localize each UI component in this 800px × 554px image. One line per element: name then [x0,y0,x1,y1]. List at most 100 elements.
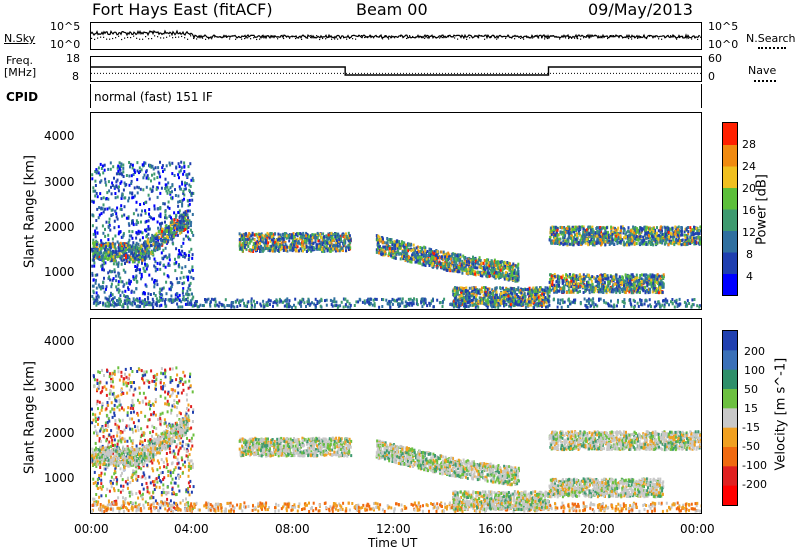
echo-cell [648,298,651,302]
echo-cell [184,210,187,214]
echo-cell [474,286,477,290]
echo-cell [96,249,99,253]
nsearch-point [310,36,312,39]
echo-cell [289,244,292,248]
echo-cell [275,301,278,305]
echo-cell [340,240,343,243]
echo-cell [118,161,121,165]
echo-cell [395,252,398,256]
echo-cell [117,169,120,173]
echo-cell [454,303,457,307]
nsearch-point [223,36,225,38]
echo-cell [420,249,422,253]
echo-cell [102,171,105,175]
echo-cell [375,250,378,254]
echo-cell [111,237,114,241]
echo-cell [186,214,189,218]
echo-cell [156,299,159,303]
echo-cell [246,234,249,238]
echo-cell [131,163,134,167]
echo-cell [190,220,193,224]
echo-cell [181,249,184,253]
echo-cell [137,229,140,233]
echo-cell [115,212,118,216]
echo-cell [121,290,124,294]
echo-cell [178,252,181,255]
echo-cell [400,242,403,246]
echo-cell [455,290,458,294]
echo-cell [630,304,633,308]
echo-cell [332,245,334,249]
echo-cell [92,297,95,301]
nsearch-point [298,37,300,39]
echo-cell [447,257,450,261]
echo-cell [181,202,184,206]
echo-cell [147,232,150,236]
echo-cell [115,285,118,289]
echo-cell [405,243,407,247]
echo-cell [515,272,518,276]
nsearch-point [550,35,552,37]
echo-cell [164,254,167,258]
echo-cell [292,232,295,236]
echo-cell [387,254,390,258]
echo-cell [156,267,159,271]
nsearch-point [619,35,621,37]
echo-cell [637,304,640,308]
echo-cell [293,303,295,307]
echo-cell [148,163,151,167]
echo-cell [486,288,489,292]
nsearch-point [151,37,153,40]
echo-cell [176,281,179,285]
echo-cell [91,177,94,181]
freq-left-tick-bottom: 8 [72,70,79,83]
echo-cell [347,234,350,238]
nsearch-point [325,38,327,40]
echo-cell [267,298,270,302]
echo-cell [139,256,141,259]
echo-cell [640,298,643,302]
echo-cell [122,175,125,178]
echo-cell [161,256,164,260]
echo-cell [270,244,273,248]
echo-cell [174,297,177,301]
echo-cell [321,246,324,250]
echo-cell [162,169,164,173]
echo-cell [182,211,185,215]
echo-cell [134,246,137,250]
echo-cell [432,262,435,266]
echo-cell [538,295,540,299]
echo-cell [474,290,477,294]
echo-cell [288,239,291,243]
echo-cell [281,243,284,247]
echo-cell [187,216,190,220]
echo-cell [311,236,314,240]
echo-cell [259,249,262,253]
nsearch-point [442,36,444,39]
echo-cell [182,172,185,176]
echo-cell [127,240,130,244]
echo-cell [239,303,242,307]
echo-cell [207,297,210,301]
echo-cell [534,302,537,306]
echo-cell [115,254,118,258]
nsearch-point [193,37,195,39]
echo-cell [505,295,508,299]
echo-cell [189,238,192,242]
echo-cell [506,297,508,301]
echo-cell [320,236,323,240]
echo-cell [406,302,409,305]
echo-cell [186,175,189,179]
echo-cell [471,286,474,290]
echo-cell [441,266,444,270]
echo-cell [483,302,486,306]
echo-cell [264,234,266,238]
echo-cell [119,241,122,245]
echo-cell [179,199,182,203]
echo-cell [333,297,336,301]
echo-cell [102,251,105,255]
echo-cell [521,294,524,297]
echo-cell [532,293,534,297]
echo-cell [103,163,106,167]
echo-cell [95,295,98,299]
